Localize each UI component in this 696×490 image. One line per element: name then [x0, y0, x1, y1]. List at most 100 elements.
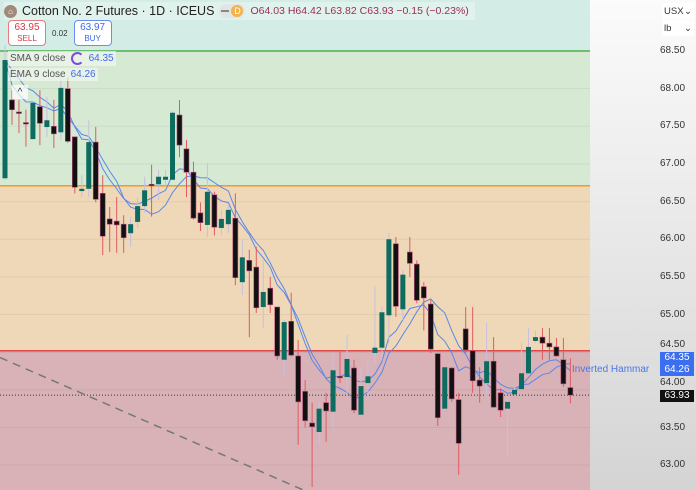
bearish-candle	[546, 342, 553, 348]
chevron-down-icon: ⌄	[684, 5, 692, 17]
buy-button[interactable]: 63.97 BUY	[73, 20, 112, 46]
bullish-candle	[330, 370, 336, 412]
bullish-candle	[512, 389, 518, 395]
bullish-candle	[400, 274, 406, 310]
price-tick: 65.50	[660, 270, 686, 282]
ema-price-label: 64.26	[660, 364, 694, 376]
bullish-candle	[218, 218, 224, 228]
price-chart[interactable]	[0, 0, 590, 490]
bullish-candle	[156, 176, 162, 185]
bearish-candle	[37, 106, 43, 124]
bullish-candle	[142, 190, 148, 207]
symbol-title[interactable]: Cotton No. 2 Futures · 1D · ICEUS	[22, 4, 215, 18]
open-value: O64.03	[250, 5, 285, 17]
interval-badge: D	[231, 5, 244, 17]
bearish-candle	[309, 422, 315, 428]
bearish-candle	[176, 114, 183, 146]
price-tick: 66.50	[660, 195, 686, 207]
sell-button[interactable]: 63.95 SELL	[8, 20, 46, 46]
bullish-candle	[86, 142, 92, 189]
bearish-candle	[51, 126, 57, 135]
bearish-candle	[427, 303, 434, 350]
buy-price: 63.97	[80, 22, 106, 33]
price-tick: 64.50	[660, 339, 686, 350]
unit-label: lb	[664, 22, 672, 34]
eye-icon	[221, 10, 230, 12]
bullish-candle	[316, 408, 322, 433]
bullish-candle	[239, 257, 245, 283]
visibility-toggle[interactable]: D	[219, 4, 246, 18]
price-tick: 65.00	[660, 308, 686, 320]
bearish-candle	[92, 141, 99, 200]
bearish-candle	[567, 387, 574, 396]
bullish-candle	[170, 112, 176, 180]
bullish-candle	[135, 206, 141, 222]
bearish-candle	[120, 223, 127, 239]
bullish-candle	[365, 376, 371, 384]
bearish-candle	[323, 402, 329, 412]
chevron-down-icon: ⌄	[684, 22, 692, 34]
buy-label: BUY	[84, 34, 101, 43]
symbol-logo-icon: ⌂	[4, 4, 17, 18]
currency-label: USX	[664, 5, 684, 17]
bearish-candle	[351, 367, 357, 411]
close-value: C63.93	[359, 5, 394, 17]
bullish-candle	[30, 102, 36, 140]
bullish-candle	[79, 188, 85, 192]
price-tick: 67.50	[660, 120, 686, 132]
bearish-candle	[462, 328, 469, 351]
pattern-annotation: Inverted Hammar	[572, 364, 650, 375]
bearish-candle	[106, 218, 113, 225]
currency-dropdown[interactable]: USX ⌄	[662, 3, 694, 19]
zone-pink	[0, 350, 590, 490]
sma-name: SMA 9 close	[10, 53, 66, 64]
collapse-legend-button[interactable]: ^	[12, 85, 28, 99]
bullish-candle	[526, 346, 531, 374]
bearish-candle	[469, 350, 476, 382]
price-tick: 68.50	[660, 45, 686, 56]
bullish-candle	[58, 87, 64, 133]
ema-line	[4, 59, 571, 389]
price-tick: 63.00	[660, 459, 686, 471]
bearish-candle	[539, 336, 546, 344]
bearish-candle	[393, 243, 399, 307]
sma-value: 64.35	[88, 53, 114, 64]
zone-tan	[0, 185, 590, 351]
bearish-candle	[302, 391, 308, 422]
bullish-candle	[358, 386, 364, 415]
bullish-candle	[386, 239, 392, 316]
bearish-candle	[267, 287, 274, 306]
bearish-candle	[448, 367, 455, 400]
bullish-candle	[442, 367, 448, 409]
bearish-candle	[490, 360, 497, 408]
high-value: H64.42	[287, 5, 322, 17]
bearish-candle	[232, 217, 239, 278]
bearish-candle	[197, 212, 204, 223]
bearish-candle	[476, 379, 483, 387]
bearish-candle	[183, 148, 190, 173]
ema-name: EMA 9 close	[10, 69, 66, 80]
bearish-candle	[560, 359, 567, 385]
ohlc-values: O64.03 H64.42 L63.82 C63.93 −0.15 (−0.23…	[250, 5, 468, 17]
bearish-candle	[211, 194, 218, 228]
bearish-candle	[23, 122, 29, 125]
bearish-candle	[274, 306, 281, 357]
sma-price-label: 64.35	[660, 352, 694, 364]
bearish-candle	[253, 266, 260, 309]
legend-sma[interactable]: SMA 9 close 64.35	[8, 51, 116, 66]
bullish-candle	[505, 401, 511, 409]
legend-ema[interactable]: EMA 9 close 64.26	[8, 68, 98, 81]
price-axis[interactable]	[590, 0, 696, 490]
price-tick: 64.00	[660, 377, 686, 388]
unit-dropdown[interactable]: lb ⌄	[662, 20, 694, 36]
bullish-candle	[225, 209, 231, 225]
bearish-candle	[337, 375, 343, 379]
bullish-candle	[532, 337, 538, 341]
bullish-candle	[519, 373, 525, 390]
ema-value: 64.26	[70, 69, 96, 80]
bullish-candle	[484, 361, 490, 384]
bullish-candle	[163, 176, 169, 180]
bearish-candle	[295, 355, 301, 403]
bearish-candle	[434, 353, 441, 419]
trade-panel: 63.95 SELL 0.02 63.97 BUY	[8, 20, 112, 46]
